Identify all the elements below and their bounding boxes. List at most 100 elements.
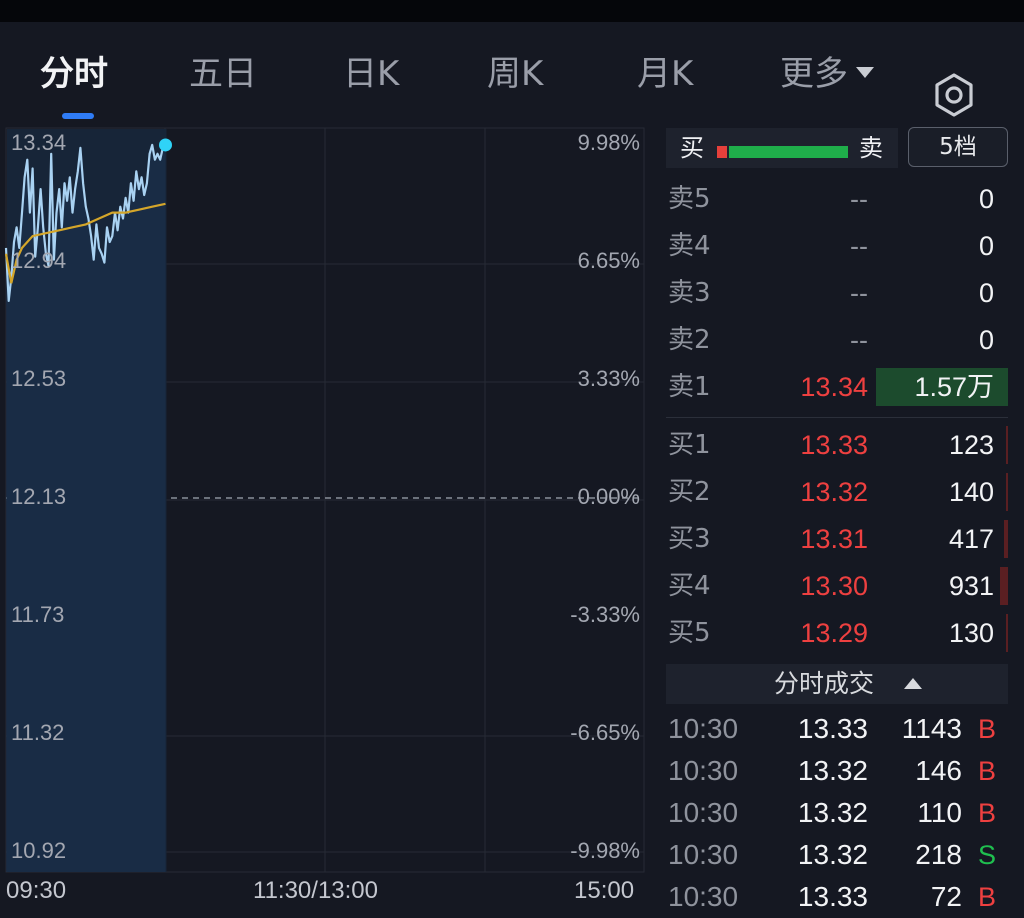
trade-price: 13.32 [797, 755, 868, 786]
ask-volume: 1.57万 [914, 372, 994, 402]
trade-row: 10:30 13.33 1143 B [666, 708, 1008, 750]
ask-row: 卖2 -- 0 [666, 317, 1008, 363]
intraday-chart[interactable]: 13.34 12.94 12.53 12.13 11.73 11.32 10.92 9.98… [0, 122, 650, 912]
active-tab-indicator [62, 113, 94, 119]
trade-time: 10:30 [668, 755, 739, 786]
tab-intraday[interactable]: 分时 [40, 54, 108, 94]
bid-level-label: 买1 [668, 430, 711, 460]
bid-volume: 130 [948, 618, 994, 648]
trade-side: B [977, 882, 996, 912]
trade-side: B [977, 714, 996, 744]
caret-down-icon [856, 67, 874, 78]
trade-price: 13.33 [797, 713, 868, 744]
tab-more-label: 更多 [780, 54, 848, 94]
average-price-line [4, 202, 166, 284]
intraday-chart-svg [4, 127, 645, 873]
status-bar [0, 0, 1024, 22]
bid-volume-bar [1006, 426, 1008, 464]
bid-level-label: 买3 [668, 524, 711, 554]
trade-price: 13.32 [797, 797, 868, 828]
tab-more[interactable]: 更多 [780, 52, 874, 96]
trade-time: 10:30 [668, 797, 739, 828]
bid-price: 13.31 [800, 524, 868, 554]
trade-volume: 72 [930, 881, 962, 912]
ask-level-label: 卖1 [668, 372, 711, 402]
bid-volume-bar [1004, 520, 1008, 558]
ask-level-label: 卖3 [668, 278, 711, 308]
y-tick-label-percent: 6.65% [577, 248, 640, 273]
x-tick-label-close: 15:00 [574, 877, 635, 904]
bid-level-label: 买5 [668, 618, 711, 648]
ask-volume: 0 [978, 278, 994, 308]
bid-price: 13.33 [800, 430, 868, 460]
ask-volume-bar [876, 368, 1008, 406]
price-line [4, 143, 167, 302]
y-tick-label-price: 10.92 [11, 838, 67, 863]
last-price-dot [159, 138, 172, 152]
trade-side: B [977, 756, 996, 786]
tab-weekly-k[interactable]: 周K [487, 54, 544, 94]
trade-row: 10:30 13.32 218 S [666, 834, 1008, 876]
hexagon-settings-icon[interactable] [932, 72, 976, 118]
ask-level-label: 卖2 [668, 325, 711, 355]
bid-row: 买1 13.33 123 [666, 422, 1008, 468]
trade-row: 10:30 13.32 110 B [666, 792, 1008, 834]
tab-five-day[interactable]: 五日 [189, 54, 257, 94]
y-tick-label-price: 11.32 [11, 720, 65, 745]
sell-ratio-label: 卖 [859, 134, 883, 162]
chart-period-tabs: 分时 五日 日K 周K 月K 更多 [0, 22, 1024, 122]
bid-row: 买5 13.29 130 [666, 610, 1008, 656]
tab-daily-k[interactable]: 日K [343, 54, 400, 94]
trade-side: S [977, 840, 996, 870]
y-tick-label-percent: -3.33% [570, 602, 640, 627]
bid-volume: 140 [948, 477, 994, 507]
y-tick-label-percent: 3.33% [577, 366, 640, 391]
y-tick-label-price: 13.34 [11, 130, 67, 155]
trade-volume: 1143 [901, 713, 962, 744]
ask-volume: 0 [978, 184, 994, 214]
ask-volume: 0 [978, 231, 994, 261]
ask-volume: 0 [978, 325, 994, 355]
depth-levels-button[interactable]: 5档 [908, 127, 1008, 167]
y-tick-label-price: 11.73 [11, 602, 65, 627]
ask-price: -- [850, 278, 868, 308]
ask-row: 卖3 -- 0 [666, 270, 1008, 316]
ask-price: -- [850, 325, 868, 355]
bid-level-label: 买4 [668, 571, 711, 601]
y-tick-label-percent: -6.65% [570, 720, 640, 745]
trade-time: 10:30 [668, 839, 739, 870]
sell-ratio-fill [729, 146, 848, 158]
trade-side: B [977, 798, 996, 828]
buy-sell-ratio-bar: 买 卖 [666, 128, 898, 168]
y-tick-label-percent: -9.98% [570, 838, 640, 863]
x-tick-label-open: 09:30 [6, 877, 67, 904]
bid-price: 13.29 [800, 618, 868, 648]
ask-level-label: 卖5 [668, 184, 711, 214]
book-divider [666, 417, 1008, 418]
bid-volume-bar [1000, 567, 1008, 605]
bid-volume-bar [1006, 473, 1008, 511]
trade-time: 10:30 [668, 881, 739, 912]
bid-row: 买3 13.31 417 [666, 516, 1008, 562]
ask-row: 卖4 -- 0 [666, 223, 1008, 269]
tab-monthly-k[interactable]: 月K [637, 54, 694, 94]
ask-price: -- [850, 231, 868, 261]
order-book-panel: 买 卖 5档 卖5 -- 0 卖4 -- 0 卖3 -- 0 卖2 -- 0 卖… [666, 122, 1024, 912]
ask-price: -- [850, 184, 868, 214]
y-tick-label-price: 12.13 [11, 484, 67, 509]
bid-level-label: 买2 [668, 477, 711, 507]
caret-up-icon [904, 678, 922, 689]
bid-row: 买2 13.32 140 [666, 469, 1008, 515]
bid-volume: 123 [948, 430, 994, 460]
trade-volume: 146 [915, 755, 962, 786]
bid-price: 13.30 [800, 571, 868, 601]
ask-row: 卖5 -- 0 [666, 176, 1008, 222]
y-tick-label-price: 12.94 [11, 248, 67, 273]
y-tick-label-percent: 0.00% [577, 484, 640, 509]
trades-header[interactable]: 分时成交 [666, 664, 1008, 704]
x-tick-label-midday: 11:30/13:00 [253, 877, 379, 904]
trade-price: 13.33 [797, 881, 868, 912]
price-area-fill [6, 144, 166, 872]
trade-volume: 218 [915, 839, 962, 870]
ask-price: 13.34 [800, 372, 868, 402]
